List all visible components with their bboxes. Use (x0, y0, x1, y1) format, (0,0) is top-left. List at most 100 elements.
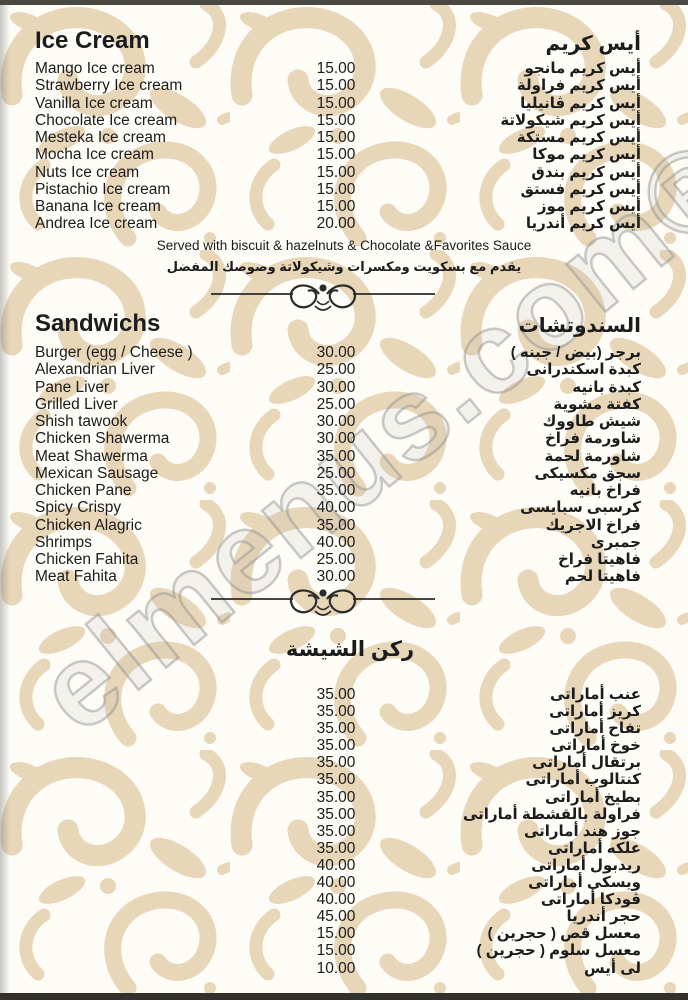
menu-item-row: Mesteka Ice cream 15.00 أيس كريم مستكة (0, 129, 688, 146)
item-price: 35.00 (316, 737, 356, 755)
ice-cream-title-en: Ice Cream (35, 27, 150, 54)
item-name-en: Chocolate Ice cream (35, 111, 178, 129)
item-name-ar: خوخ أماراتى (551, 737, 641, 755)
item-name-en: Alexandrian Liver (35, 361, 155, 379)
ice-cream-title-ar: أيس كريم (545, 33, 641, 55)
item-price: 15.00 (316, 942, 356, 960)
item-name-ar: عنب أماراتى (549, 686, 641, 703)
item-name-ar: أيس كريم مانجو (524, 60, 641, 77)
item-price: 35.00 (316, 720, 356, 738)
menu-item-row: Chicken Fahita 25.00 فاهيتا فراخ (0, 551, 688, 568)
item-name-en: Mango Ice cream (35, 60, 155, 77)
item-price: 15.00 (316, 94, 356, 112)
item-name-ar: برتقال أماراتى (532, 754, 641, 772)
shisha-item-list: 35.00 عنب أماراتى 35.00 كريز أماراتى 35.… (0, 686, 688, 977)
item-price: 10.00 (316, 959, 356, 977)
item-price: 30.00 (316, 378, 356, 396)
menu-item-row: Mexican Sausage 25.00 سجق مكسيكى (0, 465, 688, 482)
ice-cream-item-list: Mango Ice cream 15.00 أيس كريم مانجو Str… (0, 60, 688, 233)
item-name-ar: فراولة بالقشطة أماراتى (463, 805, 641, 823)
item-price: 40.00 (316, 856, 356, 874)
item-price: 35.00 (316, 805, 356, 823)
item-name-en: Chicken Fahita (35, 551, 139, 568)
item-price: 35.00 (316, 482, 356, 499)
item-name-ar: كبدة اسكندرانى (526, 361, 641, 379)
item-name-ar: أيس كريم شيكولاتة (500, 111, 641, 129)
menu-item-row: 35.00 فراولة بالقشطة أماراتى (0, 806, 688, 823)
item-price: 25.00 (316, 464, 356, 482)
item-price: 35.00 (316, 516, 356, 534)
item-name-ar: فراخ الاجريك (545, 516, 641, 534)
item-name-ar: أيس كريم فستق (520, 180, 642, 198)
menu-item-row: Banana Ice cream 15.00 أيس كريم موز (0, 198, 688, 215)
item-price: 15.00 (316, 129, 356, 146)
item-name-ar: شاورمة فراخ (545, 430, 641, 448)
item-name-en: Mocha Ice cream (35, 146, 154, 164)
menu-item-row: 35.00 كريز أماراتى (0, 703, 688, 720)
item-price: 15.00 (316, 198, 356, 215)
sandwiches-item-list: Burger (egg / Cheese ) 30.00 برجر (بيض /… (0, 344, 688, 586)
item-price: 45.00 (316, 908, 356, 926)
menu-item-row: 15.00 معسل قص ( حجرين ) (0, 925, 688, 942)
item-name-ar: فاهيتا فراخ (557, 551, 641, 568)
top-border-bar (0, 0, 688, 5)
menu-item-row: Chicken Pane 35.00 فراخ بانيه (0, 482, 688, 499)
menu-item-row: Meat Shawerma 35.00 شاورمة لحمة (0, 448, 688, 465)
menu-item-row: 35.00 عنب أماراتى (0, 686, 688, 703)
item-name-ar: كبدة بانيه (572, 378, 641, 396)
item-name-ar: جمبرى (590, 533, 641, 551)
item-name-ar: معسل سلوم ( حجرين ) (476, 942, 641, 960)
item-price: 30.00 (316, 568, 356, 586)
item-name-ar: فراخ بانيه (569, 482, 641, 499)
item-name-en: Pistachio Ice cream (35, 180, 171, 198)
item-price: 15.00 (316, 163, 356, 181)
menu-item-row: Grilled Liver 25.00 كفتة مشوية (0, 396, 688, 413)
item-name-ar: أيس كريم موز (537, 198, 641, 215)
item-name-ar: كفتة مشوية (553, 395, 641, 413)
item-price: 35.00 (316, 839, 356, 857)
menu-item-row: 40.00 ڤودكا أماراتى (0, 891, 688, 908)
bottom-border-bar (0, 993, 688, 1000)
menu-item-row: 45.00 حجر أندريا (0, 908, 688, 925)
item-price: 30.00 (316, 413, 356, 430)
item-name-en: Shish tawook (35, 413, 128, 430)
item-price: 15.00 (316, 77, 356, 95)
menu-item-row: Shish tawook 30.00 شيش طاووك (0, 413, 688, 430)
menu-item-row: 35.00 بطيخ أماراتى (0, 789, 688, 806)
item-name-ar: أيس كريم أندريا (525, 215, 641, 233)
menu-item-row: 35.00 خوخ أماراتى (0, 737, 688, 754)
menu-item-row: Burger (egg / Cheese ) 30.00 برجر (بيض /… (0, 344, 688, 361)
item-price: 15.00 (316, 180, 356, 198)
item-name-ar: أيس كريم مستكة (516, 129, 641, 146)
menu-item-row: 15.00 معسل سلوم ( حجرين ) (0, 942, 688, 959)
item-price: 15.00 (316, 60, 356, 77)
menu-item-row: 10.00 لى أيس (0, 960, 688, 977)
item-name-ar: جوز هند أماراتى (523, 822, 641, 840)
item-name-ar: حجر أندريا (566, 908, 641, 926)
item-name-ar: شيش طاووك (542, 413, 641, 430)
item-price: 35.00 (316, 771, 356, 789)
item-price: 25.00 (316, 395, 356, 413)
item-price: 15.00 (316, 146, 356, 164)
item-name-en: Grilled Liver (35, 395, 118, 413)
item-name-en: Burger (egg / Cheese ) (35, 344, 193, 361)
item-price: 35.00 (316, 788, 356, 806)
item-price: 40.00 (316, 499, 356, 517)
menu-item-row: 35.00 جوز هند أماراتى (0, 823, 688, 840)
item-price: 40.00 (316, 891, 356, 909)
menu-item-row: Meat Fahita 30.00 فاهيتا لحم (0, 568, 688, 585)
menu-item-row: 35.00 كنتالوب أماراتى (0, 771, 688, 788)
menu-item-row: 35.00 تفاح أماراتى (0, 720, 688, 737)
menu-item-row: 40.00 ريدبول أماراتى (0, 857, 688, 874)
item-name-ar: معسل قص ( حجرين ) (487, 925, 641, 943)
scroll-divider-ornament (211, 278, 435, 316)
item-price: 40.00 (316, 533, 356, 551)
item-price: 35.00 (316, 822, 356, 840)
menu-item-row: 35.00 برتقال أماراتى (0, 754, 688, 771)
item-name-ar: فاهيتا لحم (564, 568, 641, 586)
menu-item-row: Mango Ice cream 15.00 أيس كريم مانجو (0, 60, 688, 77)
menu-item-row: Chocolate Ice cream 15.00 أيس كريم شيكول… (0, 112, 688, 129)
menu-item-row: Shrimps 40.00 جمبرى (0, 534, 688, 551)
item-name-ar: أيس كريم ڤانيليا (520, 94, 641, 112)
